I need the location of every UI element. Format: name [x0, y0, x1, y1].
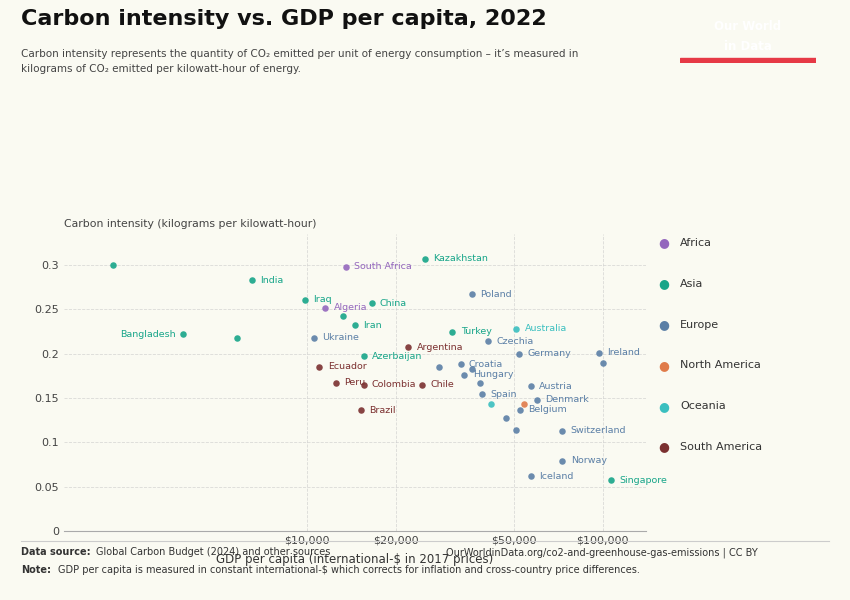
- Text: Carbon intensity represents the quantity of CO₂ emitted per unit of energy consu: Carbon intensity represents the quantity…: [21, 49, 579, 74]
- Point: [499, 413, 513, 423]
- Text: Belgium: Belgium: [529, 405, 567, 414]
- Text: Spain: Spain: [490, 390, 517, 399]
- Point: [604, 476, 618, 485]
- Point: [556, 456, 570, 466]
- Point: [510, 324, 524, 334]
- Point: [524, 382, 537, 391]
- Point: [457, 370, 471, 380]
- Text: South Africa: South Africa: [354, 262, 412, 271]
- Text: Argentina: Argentina: [416, 343, 463, 352]
- Point: [313, 362, 326, 372]
- Text: Norway: Norway: [570, 457, 607, 466]
- Text: Austria: Austria: [539, 382, 573, 391]
- Text: Asia: Asia: [680, 279, 703, 289]
- Text: GDP per capita is measured in constant international-$ which corrects for inflat: GDP per capita is measured in constant i…: [58, 565, 640, 575]
- Point: [354, 406, 368, 415]
- Text: Turkey: Turkey: [461, 327, 491, 336]
- Text: Data source:: Data source:: [21, 547, 91, 557]
- Text: Bangladesh: Bangladesh: [121, 329, 176, 338]
- Text: ●: ●: [659, 440, 670, 454]
- Point: [473, 378, 487, 388]
- Text: Iceland: Iceland: [539, 472, 574, 481]
- Point: [512, 349, 525, 358]
- Point: [402, 343, 416, 352]
- Point: [530, 395, 544, 404]
- Text: Singapore: Singapore: [620, 476, 668, 485]
- Point: [298, 295, 311, 304]
- Point: [176, 329, 190, 339]
- Point: [319, 303, 332, 313]
- Text: Denmark: Denmark: [546, 395, 589, 404]
- Text: Our World: Our World: [715, 20, 781, 33]
- Text: ●: ●: [659, 400, 670, 413]
- Text: Carbon intensity vs. GDP per capita, 2022: Carbon intensity vs. GDP per capita, 202…: [21, 9, 547, 29]
- Point: [230, 333, 244, 343]
- Text: Global Carbon Budget (2024) and other sources: Global Carbon Budget (2024) and other so…: [96, 547, 331, 557]
- X-axis label: GDP per capita (international-$ in 2017 prices): GDP per capita (international-$ in 2017 …: [216, 553, 494, 566]
- Text: Algeria: Algeria: [333, 303, 367, 312]
- Text: Brazil: Brazil: [370, 406, 396, 415]
- Point: [517, 400, 530, 409]
- Point: [513, 405, 527, 415]
- Text: Australia: Australia: [524, 325, 567, 334]
- Text: Colombia: Colombia: [371, 380, 416, 389]
- Point: [454, 359, 468, 369]
- Text: North America: North America: [680, 361, 761, 370]
- Point: [418, 254, 432, 263]
- Text: Poland: Poland: [480, 290, 512, 299]
- Point: [416, 380, 429, 389]
- Text: Ireland: Ireland: [607, 348, 640, 357]
- Text: Czechia: Czechia: [496, 337, 534, 346]
- Text: in Data: in Data: [724, 40, 772, 53]
- Point: [482, 337, 496, 346]
- Point: [596, 358, 609, 367]
- Text: Croatia: Croatia: [469, 360, 503, 369]
- Text: Azerbaijan: Azerbaijan: [371, 352, 422, 361]
- Point: [556, 426, 570, 436]
- Point: [329, 378, 343, 388]
- Text: Hungary: Hungary: [473, 370, 513, 379]
- Point: [465, 364, 479, 374]
- Point: [365, 298, 378, 308]
- Text: South America: South America: [680, 442, 762, 452]
- Text: Oceania: Oceania: [680, 401, 726, 411]
- Text: Carbon intensity (kilograms per kilowatt-hour): Carbon intensity (kilograms per kilowatt…: [64, 219, 316, 229]
- Text: Kazakhstan: Kazakhstan: [434, 254, 488, 263]
- Point: [484, 400, 498, 409]
- Text: ●: ●: [659, 277, 670, 290]
- Point: [357, 380, 371, 389]
- Text: OurWorldinData.org/co2-and-greenhouse-gas-emissions | CC BY: OurWorldinData.org/co2-and-greenhouse-ga…: [446, 547, 758, 558]
- Point: [524, 471, 537, 481]
- Point: [357, 352, 371, 361]
- Text: India: India: [260, 275, 284, 284]
- Text: Switzerland: Switzerland: [570, 427, 626, 436]
- Point: [307, 333, 320, 343]
- Text: Iraq: Iraq: [313, 295, 332, 304]
- Text: ●: ●: [659, 236, 670, 250]
- Text: Iran: Iran: [363, 321, 382, 330]
- Text: Note:: Note:: [21, 565, 51, 575]
- Text: China: China: [380, 299, 407, 308]
- Point: [475, 389, 489, 399]
- Text: Europe: Europe: [680, 320, 719, 329]
- Text: ●: ●: [659, 359, 670, 372]
- Point: [106, 260, 120, 270]
- Point: [592, 348, 606, 358]
- Point: [433, 362, 446, 372]
- Text: Peru: Peru: [344, 379, 366, 388]
- Point: [348, 320, 362, 330]
- Text: ●: ●: [659, 318, 670, 331]
- Point: [510, 425, 524, 435]
- Point: [465, 289, 479, 299]
- Text: Germany: Germany: [527, 349, 571, 358]
- Point: [445, 327, 459, 337]
- Point: [336, 311, 349, 321]
- Point: [245, 275, 258, 285]
- Text: Chile: Chile: [431, 380, 455, 389]
- Text: Africa: Africa: [680, 238, 712, 248]
- Text: Ukraine: Ukraine: [322, 333, 359, 342]
- Point: [339, 262, 353, 272]
- Bar: [680, 58, 816, 63]
- Text: Ecuador: Ecuador: [328, 362, 366, 371]
